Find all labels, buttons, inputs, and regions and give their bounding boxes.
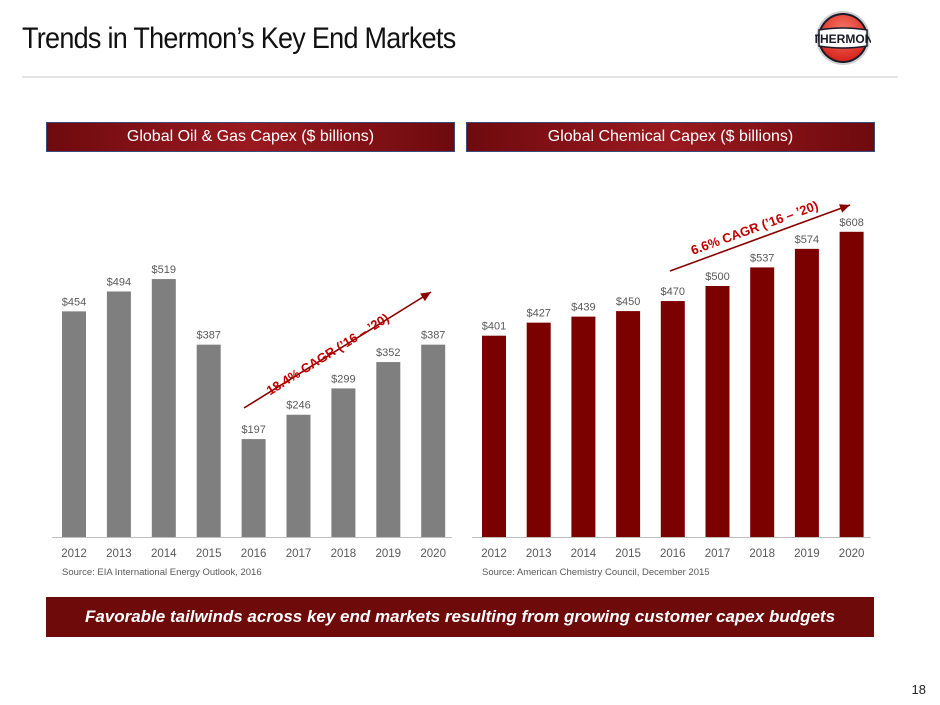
chem-data-label-2014: $439 xyxy=(571,302,595,314)
oil-cagr-arrowhead-icon xyxy=(420,292,431,302)
oil-source-note: Source: EIA International Energy Outlook… xyxy=(62,567,262,578)
oil-data-label-2014: $519 xyxy=(152,264,176,276)
oil-x-tick-2012: 2012 xyxy=(61,548,87,560)
oil-data-label-2018: $299 xyxy=(331,373,355,385)
oil-bar-2013 xyxy=(106,291,131,537)
chem-data-label-2012: $401 xyxy=(482,321,506,333)
chem-bar-2012 xyxy=(482,335,506,537)
oil-data-label-2019: $352 xyxy=(376,347,400,359)
page-title: Trends in Thermon’s Key End Markets xyxy=(22,22,456,55)
page-number: 18 xyxy=(911,682,926,697)
chem-x-tick-2016: 2016 xyxy=(660,548,686,560)
oil-data-label-2016: $197 xyxy=(241,424,265,436)
oil-cagr-annotation: 18.4% CAGR (’16 – ’20) xyxy=(264,310,392,398)
chem-data-label-2016: $470 xyxy=(661,286,685,298)
chem-x-tick-2017: 2017 xyxy=(705,548,731,560)
logo-text: THERMON xyxy=(815,32,871,46)
chem-x-tick-2020: 2020 xyxy=(839,548,865,560)
oil-bar-2019 xyxy=(376,362,401,537)
oil-data-label-2012: $454 xyxy=(62,296,86,308)
oil-data-label-2020: $387 xyxy=(421,330,445,342)
chem-bar-2014 xyxy=(571,316,596,537)
chem-x-tick-2013: 2013 xyxy=(526,548,552,560)
chemical-chart-header: Global Chemical Capex ($ billions) xyxy=(466,122,875,152)
oil-cagr-arrow xyxy=(243,291,432,409)
oil-x-tick-2019: 2019 xyxy=(376,548,402,560)
chem-bar-2018 xyxy=(750,267,775,537)
oil-data-label-2015: $387 xyxy=(196,330,220,342)
chem-cagr-arrowhead-icon xyxy=(839,204,850,213)
chem-cagr-arrow xyxy=(669,204,851,272)
chem-x-tick-2014: 2014 xyxy=(571,548,597,560)
oil-bar-2016 xyxy=(241,439,266,537)
chem-bar-2013 xyxy=(526,322,551,537)
chem-x-tick-2012: 2012 xyxy=(481,548,507,560)
chem-x-tick-2015: 2015 xyxy=(615,548,641,560)
oil-bar-2020 xyxy=(421,344,446,537)
chem-data-label-2015: $450 xyxy=(616,296,640,308)
chem-data-label-2017: $500 xyxy=(705,271,729,283)
oil-bar-2017 xyxy=(286,414,311,537)
chem-bar-2019 xyxy=(794,248,819,538)
chem-data-label-2020: $608 xyxy=(839,217,863,229)
oil-bar-2012 xyxy=(62,311,86,537)
oil-data-label-2017: $246 xyxy=(286,400,310,412)
chem-cagr-annotation: 6.6% CAGR (’16 – ’20) xyxy=(689,198,820,258)
oil-x-tick-2018: 2018 xyxy=(331,548,357,560)
oil-x-tick-2014: 2014 xyxy=(151,548,177,560)
chem-bar-2020 xyxy=(839,231,864,537)
chem-data-label-2019: $574 xyxy=(795,234,819,246)
oil-bar-2014 xyxy=(151,279,176,537)
oil-bar-2018 xyxy=(331,388,356,537)
oil-x-tick-2017: 2017 xyxy=(286,548,312,560)
chem-data-label-2018: $537 xyxy=(750,252,774,264)
chem-bar-2016 xyxy=(660,301,685,537)
summary-banner: Favorable tailwinds across key end marke… xyxy=(46,597,874,637)
oil-x-tick-2016: 2016 xyxy=(241,548,267,560)
oil-x-tick-2020: 2020 xyxy=(420,548,446,560)
oil-bar-2015 xyxy=(196,344,221,537)
chem-data-label-2013: $427 xyxy=(526,308,550,320)
oil-data-label-2013: $494 xyxy=(107,276,131,288)
title-divider xyxy=(22,76,898,78)
chem-source-note: Source: American Chemistry Council, Dece… xyxy=(482,567,710,578)
oil-x-tick-2013: 2013 xyxy=(106,548,132,560)
oil-x-tick-2015: 2015 xyxy=(196,548,222,560)
chem-bar-2017 xyxy=(705,286,730,537)
chem-bar-2015 xyxy=(616,311,641,537)
thermon-logo: THERMON xyxy=(815,11,871,65)
chem-x-tick-2018: 2018 xyxy=(749,548,775,560)
oil-gas-chart-header: Global Oil & Gas Capex ($ billions) xyxy=(46,122,455,152)
chem-x-tick-2019: 2019 xyxy=(794,548,820,560)
